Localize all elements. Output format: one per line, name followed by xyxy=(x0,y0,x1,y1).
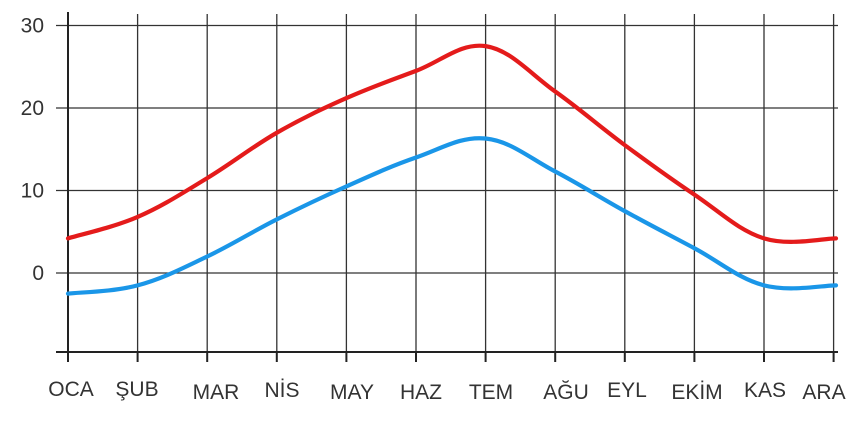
x-tick-label: TEM xyxy=(469,381,513,404)
x-tick-label: HAZ xyxy=(400,381,442,404)
y-axis-ticks: 0 10 20 30 xyxy=(21,15,44,286)
x-tick-label: AĞU xyxy=(543,381,589,404)
y-tick-label: 0 xyxy=(32,262,44,285)
x-tick-label: ARA xyxy=(802,381,845,404)
x-axis-ticks: OCA ŞUB MAR NİS MAY HAZ TEM AĞU EYL EKİM KAS ARA xyxy=(48,378,845,404)
y-tick-label: 30 xyxy=(21,15,44,38)
x-tick-label: MAY xyxy=(330,381,374,404)
grid xyxy=(56,14,838,353)
x-tick-label: MAR xyxy=(193,381,240,404)
series-lines xyxy=(65,43,839,296)
x-tick-label: EKİM xyxy=(671,381,722,404)
x-tick-label: ŞUB xyxy=(115,378,158,401)
x-tick-label: NİS xyxy=(264,379,299,402)
axes xyxy=(56,12,838,362)
series-line-2 xyxy=(65,136,839,296)
y-tick-label: 20 xyxy=(21,97,44,120)
y-tick-label: 10 xyxy=(21,180,44,203)
x-tick-label: KAS xyxy=(744,379,786,402)
x-tick-label: OCA xyxy=(48,378,94,401)
x-tick-label: EYL xyxy=(607,379,647,402)
series-line-1 xyxy=(65,43,839,244)
